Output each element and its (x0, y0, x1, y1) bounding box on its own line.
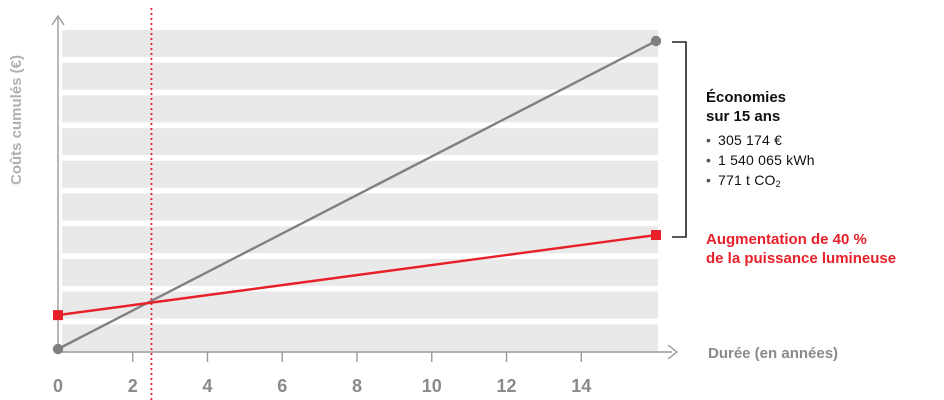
x-tick-label: 14 (571, 376, 591, 396)
x-tick-label: 0 (53, 376, 63, 396)
grid-band (62, 95, 658, 123)
savings-value-subscript: 2 (775, 179, 781, 189)
savings-value: 305 174 € (718, 132, 783, 148)
bullet-icon: • (706, 172, 712, 188)
annotation-heading-1: Économies (706, 89, 787, 106)
data-point (650, 35, 662, 47)
savings-item: • 1 540 065 kWh (706, 150, 815, 170)
data-point (52, 343, 64, 355)
luminous-power-note: Augmentation de 40 % de la puissance lum… (706, 230, 896, 268)
x-tick-label: 10 (422, 376, 442, 396)
savings-list: • 305 174 € • 1 540 065 kWh • 771 t CO2 (706, 130, 815, 194)
x-tick-label: 4 (202, 376, 212, 396)
x-tick-label: 6 (277, 376, 287, 396)
savings-value: 1 540 065 kWh (718, 152, 815, 168)
x-axis-arrow-icon (667, 344, 679, 360)
grid-bands (62, 30, 658, 352)
x-axis-title: Durée (en années) (708, 345, 838, 362)
grid-band (62, 193, 658, 221)
y-axis-arrow-icon (51, 14, 65, 26)
grid-band (62, 30, 658, 57)
bullet-icon: • (706, 152, 712, 168)
savings-item: • 771 t CO2 (706, 170, 815, 194)
y-axis-title: Coûts cumulés (€) (8, 55, 25, 185)
savings-bracket (672, 41, 687, 238)
bullet-icon: • (706, 132, 712, 148)
series-line-1 (57, 233, 657, 317)
data-point (651, 230, 661, 241)
savings-value: 771 t CO (718, 172, 776, 188)
grid-band (62, 324, 658, 352)
annotation-heading-2: sur 15 ans (706, 108, 781, 125)
savings-annotation: Économies sur 15 ans • 305 174 € • 1 540 0… (706, 88, 815, 194)
grid-band (62, 258, 658, 286)
grid-band (62, 160, 658, 188)
x-tick-label: 2 (128, 376, 138, 396)
series-group (52, 35, 662, 355)
x-ticks: 0 2 4 6 8 10 12 14 (53, 352, 591, 396)
x-tick-label: 8 (352, 376, 362, 396)
note-line-1: Augmentation de 40 % (706, 231, 867, 248)
x-tick-label: 12 (496, 376, 516, 396)
grid-band (62, 62, 658, 90)
data-point (53, 310, 63, 321)
savings-item: • 305 174 € (706, 130, 815, 150)
grid-band (62, 128, 658, 156)
note-line-2: de la puissance lumineuse (706, 250, 897, 267)
series-line-0 (57, 39, 657, 351)
